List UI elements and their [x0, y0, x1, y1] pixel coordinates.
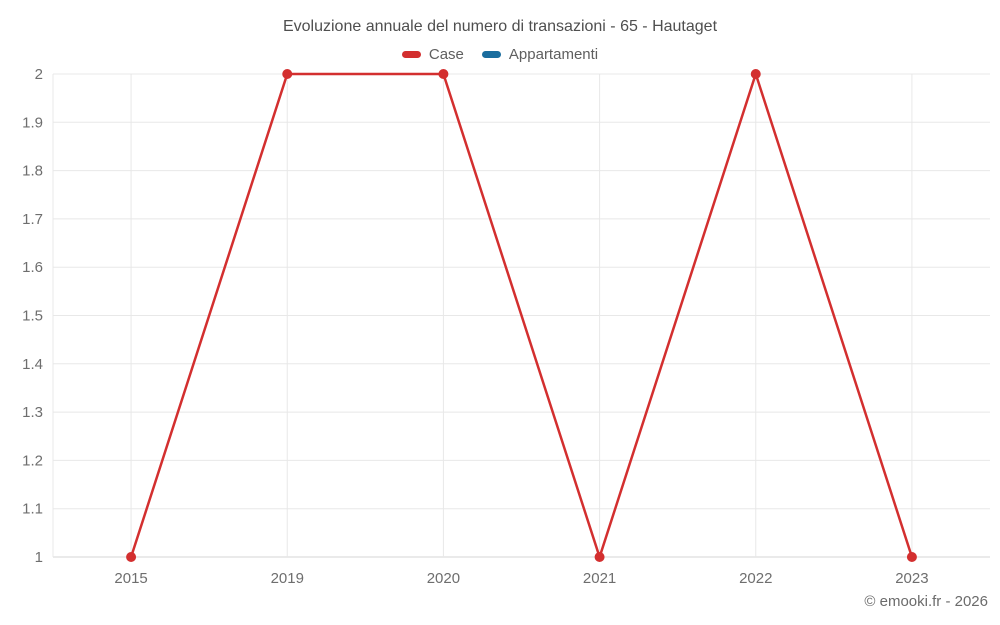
y-tick-label: 1.7 [22, 211, 43, 228]
legend-label-appartamenti: Appartamenti [508, 46, 599, 63]
y-tick-label: 1.3 [22, 404, 43, 421]
legend-item-case[interactable]: Case [401, 46, 464, 63]
y-tick-label: 1.9 [22, 114, 43, 131]
y-tick-label: 1.1 [22, 501, 43, 518]
series-line-case [129, 69, 914, 562]
x-tick-label: 2019 [271, 570, 304, 587]
data-point-case [438, 69, 449, 79]
y-tick-label: 1.4 [22, 356, 43, 373]
legend-label-case: Case [428, 46, 464, 63]
y-tick-label: 1 [35, 549, 43, 566]
y-tick-label: 2 [35, 66, 43, 83]
legend-swatch-case [401, 51, 421, 58]
data-point-case [126, 552, 137, 562]
chart-legend: Case Appartamenti [0, 46, 1000, 63]
y-tick-label: 1.6 [22, 259, 43, 276]
x-tick-label: 2023 [895, 570, 928, 587]
data-point-case [750, 69, 761, 79]
data-point-case [282, 69, 293, 79]
y-tick-label: 1.8 [22, 163, 43, 180]
x-tick-label: 2020 [427, 570, 460, 587]
data-point-case [906, 552, 917, 562]
y-tick-label: 1.5 [22, 308, 43, 325]
data-point-case [594, 552, 605, 562]
legend-item-appartamenti[interactable]: Appartamenti [481, 46, 599, 63]
copyright-text: © emooki.fr - 2026 [864, 593, 988, 610]
legend-swatch-appartamenti [481, 51, 501, 58]
x-tick-label: 2022 [739, 570, 772, 587]
x-tick-label: 2021 [583, 570, 616, 587]
chart-title: Evoluzione annuale del numero di transaz… [282, 18, 718, 35]
x-tick-label: 2015 [114, 570, 147, 587]
y-tick-label: 1.2 [22, 452, 43, 469]
